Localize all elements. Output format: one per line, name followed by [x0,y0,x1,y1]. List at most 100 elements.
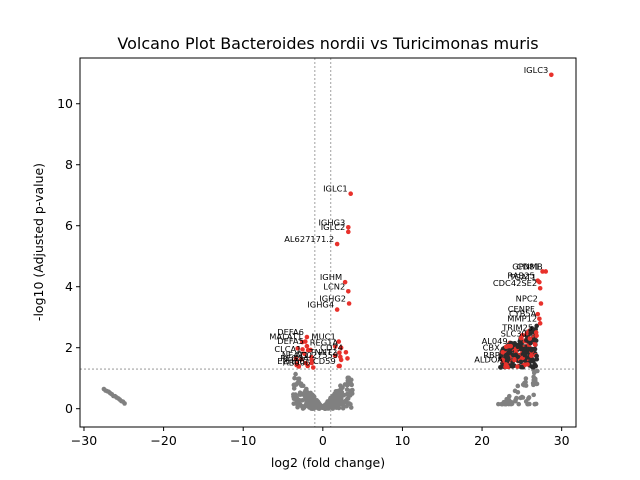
point-iglc1 [348,191,353,197]
point-sig [518,346,524,352]
gene-label-trim25: TRIM25 [501,322,533,332]
point-ns [328,400,333,406]
gene-label-ac027559: AC027559 [295,350,338,360]
point-aldoa [503,362,509,367]
point-ns [302,397,308,402]
point-sig [534,353,539,359]
gene-label-defa6: DEFA6 [277,327,304,337]
point-ns [309,401,315,407]
y-tick-label: 4 [65,279,73,294]
gene-label-reg1a: REG1A [310,338,339,348]
point-ns [346,401,352,406]
gene-label-lcn2: LCN2 [323,281,345,291]
point-sig [512,357,517,363]
point-ab006 [310,365,316,370]
point-ns [516,401,522,407]
gene-label-cd59: CD59 [313,356,336,366]
point-ns [532,401,538,407]
point-ns [308,393,314,399]
point-sig [533,363,539,369]
point-sig [519,364,524,370]
x-tick-label: 30 [554,433,570,448]
point-npc2 [538,301,544,306]
point-sig [515,354,521,360]
gene-label-iglc2: IGLC2 [321,222,346,232]
point-ns [504,400,509,406]
point-sig [505,354,510,359]
gene-label-cdc42se2: CDC42SE2 [493,278,537,288]
point-ighg4 [334,307,340,312]
point-reg1a [338,345,344,351]
point-sig [296,364,302,369]
point-defa5 [304,343,310,349]
point-sig [293,356,299,362]
point-ighg3 [346,224,351,230]
point-ns [523,376,529,381]
point-sig [515,344,521,350]
axes-frame [79,57,577,428]
gene-label-rab25: RAB25 [507,271,534,281]
point-malat1 [303,339,308,344]
gene-label-ighg2: IGHG2 [319,293,346,303]
point-sig [534,356,540,362]
point-ns [323,406,329,411]
point-ns [293,371,298,377]
point-sig [503,344,509,350]
point-sig [308,347,313,353]
point-sig [337,350,342,355]
point-ns [345,396,350,402]
gene-label-npc2: NPC2 [516,293,538,303]
point-trim25 [533,330,539,335]
point-ns [513,398,518,404]
gene-label-tnnt2: TNNT2 [309,347,338,357]
point-cbx [500,349,506,355]
gene-label-al049: AL049 [482,336,508,346]
point-ns [499,401,505,407]
point-ns [345,381,351,386]
point-ns [300,406,306,411]
point-ns [294,401,300,407]
gene-label-cyb5a: CYB5A [509,309,537,319]
point-mmp12 [537,321,543,326]
point-sig [528,353,534,359]
point-ns [295,380,300,386]
point-ns [341,400,346,405]
point-sig [529,358,534,364]
point-ns [496,401,501,407]
gene-label-tgat1: TGAT1 [508,272,536,282]
point-ns [531,370,537,376]
point-sig [525,362,530,367]
gene-label-slc30: SLC30 [501,329,527,339]
point-cdc42se2 [537,285,543,291]
x-tick-label: 10 [394,433,410,448]
point-al627171.2 [334,241,340,247]
point-sig [298,357,304,362]
point-ns [534,381,540,387]
point-ns [332,391,337,397]
gene-label-reg3a: REG3A [280,353,309,363]
point-ns [345,375,351,381]
gene-label-defa5: DEFA5 [277,336,304,346]
point-ns [523,379,528,385]
point-ephb6 [305,363,310,369]
point-ns [307,405,312,410]
point-tgat1 [537,279,542,285]
x-tick-label: −30 [71,433,97,448]
y-axis-label: -log10 (Adjusted p-value) [31,163,46,321]
point-lcn2 [346,288,351,294]
point-sig [522,352,527,358]
point-sig [529,347,534,353]
point-ns [515,383,521,389]
gene-label-iglc1: IGLC1 [323,184,348,194]
gene-label-aldoa: ALDOA [474,354,503,364]
point-ns [338,386,344,392]
gene-label-malat1: MALAT1 [269,332,302,342]
point-ns [509,400,514,405]
point-ns [122,401,127,406]
point-sig [518,359,524,365]
x-tick-label: −20 [150,433,176,448]
point-ns [526,395,532,400]
